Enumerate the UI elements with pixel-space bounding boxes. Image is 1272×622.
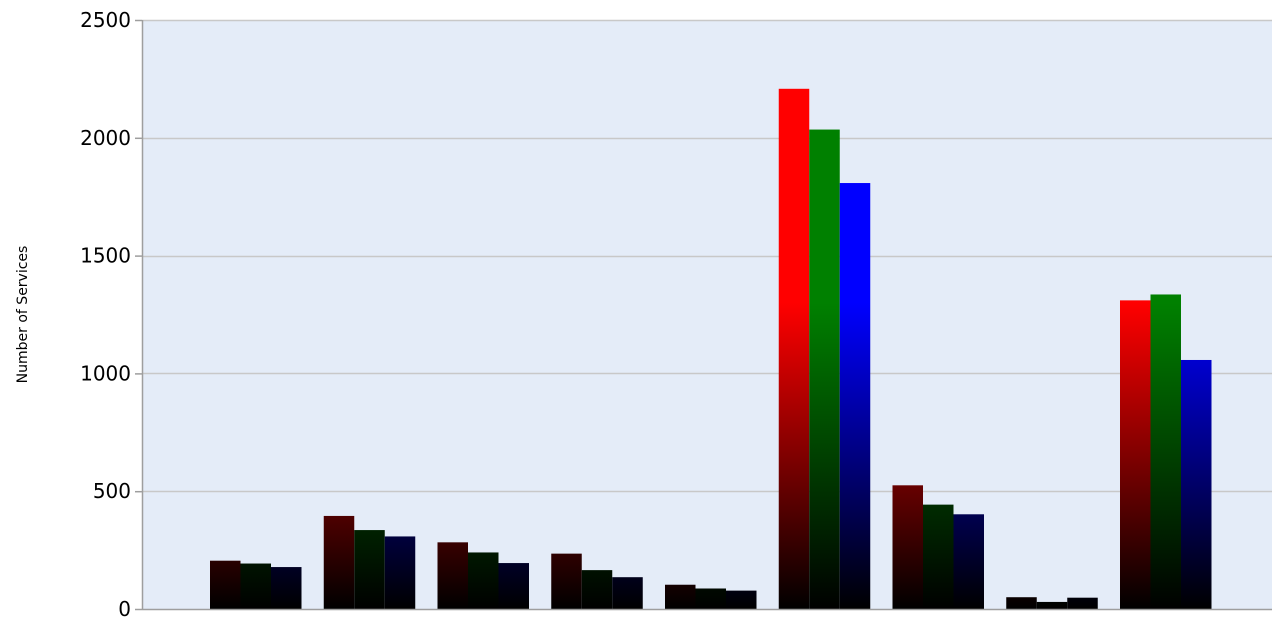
bar [271,567,302,609]
bar [892,485,923,609]
bar-group [778,88,871,610]
gridlines [142,19,1272,493]
bar [581,570,613,609]
bar [323,515,355,609]
plot-area [142,20,1272,609]
axes [141,20,1272,611]
bar [726,590,757,609]
bar [240,563,271,609]
y-tick-label: 2000 [80,126,131,150]
bar [778,88,810,610]
bars [210,88,1212,610]
bar [1120,300,1151,609]
bar-group [323,515,416,609]
bar-group [1006,597,1098,609]
y-tick-label: 1000 [80,361,131,385]
bar [1006,597,1037,609]
bar-group [892,485,984,609]
bar [612,577,643,609]
bar [665,584,696,609]
bar-group [437,542,529,609]
bar [1181,359,1212,609]
bar [468,552,499,609]
bar [1067,597,1098,609]
bar [1036,601,1068,609]
bar [551,553,582,609]
bar-group [665,584,757,609]
y-tick-label: 500 [93,479,131,503]
bar-group [551,553,643,609]
bar-group [210,560,302,609]
bar [839,183,871,609]
bar [953,514,984,609]
y-axis-title: Number of Services [15,246,31,384]
bar [923,504,954,609]
y-tick-label: 2500 [80,8,131,32]
bar [695,588,726,609]
y-tick-label: 0 [118,597,131,621]
bar [437,542,468,609]
y-tick-labels: 0 500 1000 1500 2000 2500 [80,8,142,621]
bar [384,536,416,609]
bar [498,563,529,609]
bar-group [1120,294,1212,609]
bar [210,560,241,609]
bar [354,530,385,609]
bar [809,129,840,609]
y-tick-label: 1500 [80,244,131,268]
bar [1150,294,1181,609]
